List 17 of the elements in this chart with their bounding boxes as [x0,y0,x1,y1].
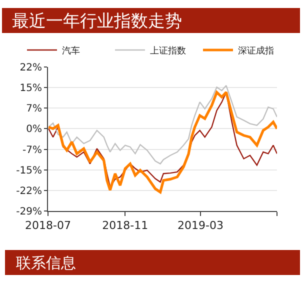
chart-title: 最近一年行业指数走势 [12,11,182,32]
x-tick-label: 2019-03 [177,219,224,232]
line-series [48,84,277,164]
y-tick-label: 15% [20,83,42,94]
y-tick-label: -7% [22,144,42,156]
x-tick-label: 2018-07 [25,219,71,232]
legend-label: 深证成指 [238,46,274,57]
text: 联系信息 [16,254,76,272]
y-tick-label: -22% [16,186,42,197]
legend-label: 汽车 [62,46,80,57]
legend-label: 上证指数 [150,46,186,57]
x-tick-label: 2018-11 [102,219,148,232]
y-tick-label: 0% [26,124,42,136]
y-tick-label: -15% [16,165,42,176]
y-tick-label: 7% [26,104,42,115]
y-tick-label: -29% [16,206,42,218]
y-tick-label: 22% [20,62,42,74]
